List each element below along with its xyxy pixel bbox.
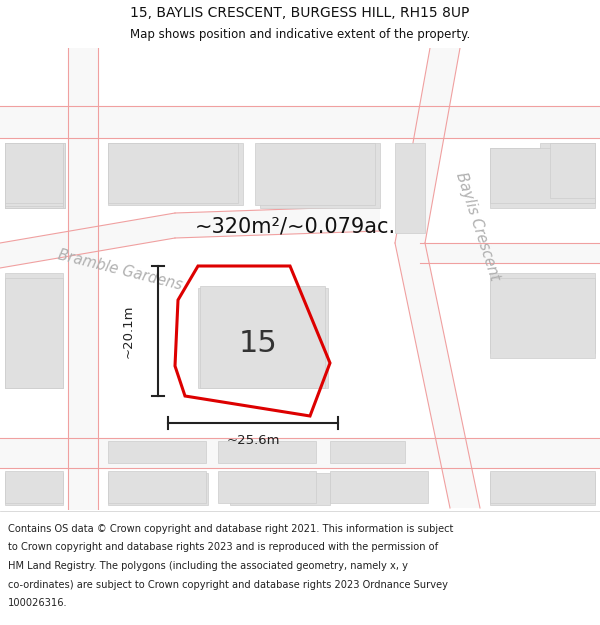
Bar bbox=[550, 143, 595, 198]
Bar bbox=[490, 278, 595, 358]
Polygon shape bbox=[395, 48, 460, 243]
Text: ~25.6m: ~25.6m bbox=[226, 434, 280, 447]
Bar bbox=[490, 148, 595, 203]
Bar bbox=[5, 278, 63, 388]
Text: ~320m²/~0.079ac.: ~320m²/~0.079ac. bbox=[194, 216, 395, 236]
Bar bbox=[5, 273, 63, 388]
Bar bbox=[5, 143, 65, 208]
Bar bbox=[330, 471, 428, 503]
Bar bbox=[330, 441, 405, 463]
Polygon shape bbox=[420, 243, 600, 263]
Bar bbox=[230, 473, 330, 505]
Text: HM Land Registry. The polygons (including the associated geometry, namely x, y: HM Land Registry. The polygons (includin… bbox=[8, 561, 408, 571]
Bar bbox=[490, 273, 595, 353]
Bar bbox=[108, 441, 206, 463]
Text: 15, BAYLIS CRESCENT, BURGESS HILL, RH15 8UP: 15, BAYLIS CRESCENT, BURGESS HILL, RH15 … bbox=[130, 6, 470, 21]
Bar bbox=[108, 473, 208, 505]
Bar bbox=[395, 143, 425, 233]
Bar bbox=[108, 143, 243, 205]
Polygon shape bbox=[0, 438, 600, 468]
Bar bbox=[490, 471, 595, 503]
Polygon shape bbox=[68, 48, 98, 510]
Bar bbox=[5, 471, 63, 503]
Polygon shape bbox=[395, 243, 480, 508]
Text: 15: 15 bbox=[239, 329, 277, 357]
Bar bbox=[255, 143, 375, 205]
Text: Map shows position and indicative extent of the property.: Map shows position and indicative extent… bbox=[130, 28, 470, 41]
Text: co-ordinates) are subject to Crown copyright and database rights 2023 Ordnance S: co-ordinates) are subject to Crown copyr… bbox=[8, 579, 448, 589]
Bar bbox=[5, 148, 63, 208]
Bar bbox=[218, 471, 316, 503]
Text: 100026316.: 100026316. bbox=[8, 598, 68, 608]
Bar bbox=[108, 143, 238, 203]
Bar bbox=[490, 148, 595, 208]
Text: Baylis Crescent: Baylis Crescent bbox=[454, 170, 503, 282]
Polygon shape bbox=[0, 106, 600, 138]
Bar bbox=[200, 286, 325, 388]
Text: to Crown copyright and database rights 2023 and is reproduced with the permissio: to Crown copyright and database rights 2… bbox=[8, 542, 438, 552]
Bar bbox=[5, 143, 63, 203]
Bar bbox=[5, 143, 65, 208]
Bar bbox=[5, 473, 63, 505]
Text: Bramble Gardens: Bramble Gardens bbox=[56, 248, 184, 292]
Bar bbox=[198, 288, 328, 388]
Polygon shape bbox=[175, 206, 380, 238]
Polygon shape bbox=[0, 213, 175, 268]
Bar bbox=[490, 473, 595, 505]
Bar bbox=[260, 143, 380, 208]
Bar bbox=[108, 471, 206, 503]
Bar bbox=[218, 441, 316, 463]
Text: Contains OS data © Crown copyright and database right 2021. This information is : Contains OS data © Crown copyright and d… bbox=[8, 524, 454, 534]
Bar bbox=[540, 143, 595, 203]
Bar bbox=[5, 148, 63, 206]
Text: ~20.1m: ~20.1m bbox=[121, 304, 134, 358]
